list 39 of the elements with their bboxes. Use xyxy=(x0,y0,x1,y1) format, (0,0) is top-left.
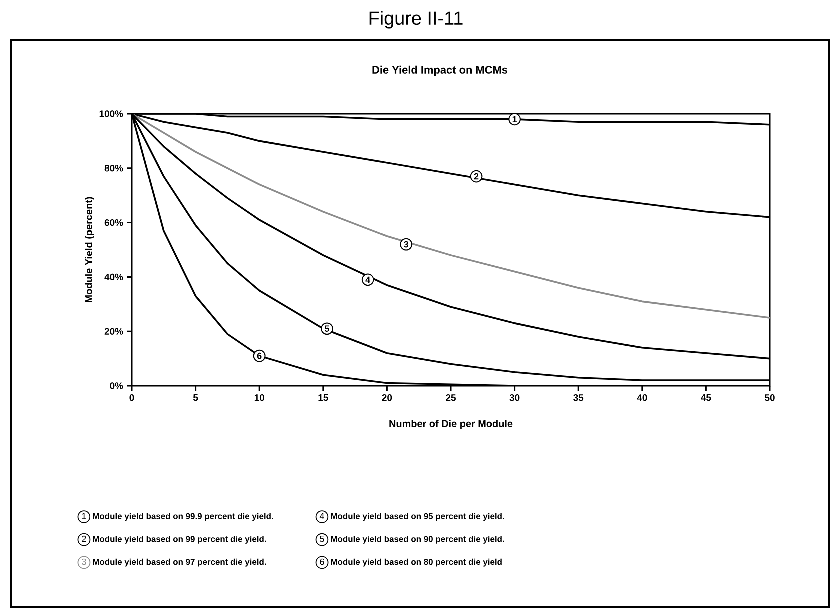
text: 4 xyxy=(320,513,324,520)
legend-label: Module yield based on 99 percent die yield. xyxy=(93,536,266,544)
legend-label: Module yield based on 97 percent die yield. xyxy=(93,558,266,567)
x-tick-label: 25 xyxy=(446,394,456,402)
y-tick-label: 80% xyxy=(104,165,124,172)
legend-label: Module yield based on 99.9 percent die yield. xyxy=(93,513,274,522)
chart-subtitle: Die Yield Impact on MCMs xyxy=(372,66,508,76)
x-tick-label: 45 xyxy=(701,394,712,402)
y-tick-label: 40% xyxy=(104,274,124,281)
x-tick-label: 0 xyxy=(130,394,134,402)
y-tick-label: 60% xyxy=(104,219,124,226)
x-tick-label: 50 xyxy=(765,394,775,402)
x-tick-label: 35 xyxy=(574,394,584,402)
annotation: 2 xyxy=(474,173,479,180)
text: 2 xyxy=(82,536,86,542)
x-tick-label: 20 xyxy=(382,394,392,402)
x-tick-label: 40 xyxy=(637,394,648,402)
annotation: 4 xyxy=(366,276,371,283)
y-axis-title: Module Yield (percent) xyxy=(85,197,94,303)
chart-title: Figure II-11 xyxy=(370,11,463,29)
y-tick-label: 0% xyxy=(110,382,124,390)
annotation: 3 xyxy=(404,241,409,248)
x-tick-label: 10 xyxy=(254,394,264,402)
text: 3 xyxy=(82,558,86,566)
text: 1 xyxy=(82,513,86,520)
text: 6 xyxy=(320,558,324,566)
x-tick-label: 30 xyxy=(510,394,520,402)
legend-label: Module yield based on 90 percent die yield. xyxy=(331,536,504,544)
y-tick-label: 100% xyxy=(100,110,124,118)
x-tick-label: 15 xyxy=(318,394,328,402)
legend-label: Module yield based on 80 percent die yield xyxy=(331,558,502,567)
annotation: 1 xyxy=(512,116,518,123)
annotation: 5 xyxy=(325,326,330,332)
y-tick-label: 20% xyxy=(104,328,124,335)
x-axis-title: Number of Die per Module xyxy=(390,420,513,430)
x-tick-label: 5 xyxy=(193,394,198,402)
legend-label: Module yield based on 95 percent die yield. xyxy=(331,513,504,522)
annotation: 6 xyxy=(257,352,262,360)
text: 5 xyxy=(320,536,324,542)
